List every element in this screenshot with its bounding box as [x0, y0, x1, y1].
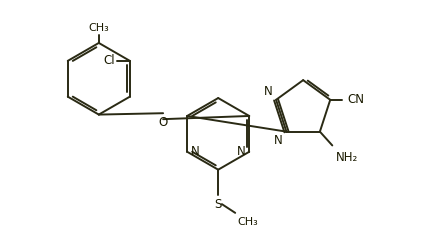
Text: CH₃: CH₃	[238, 216, 258, 227]
Text: N: N	[274, 134, 283, 147]
Text: O: O	[158, 116, 168, 128]
Text: NH₂: NH₂	[336, 151, 358, 164]
Text: CH₃: CH₃	[89, 23, 109, 33]
Text: S: S	[214, 198, 222, 211]
Text: Cl: Cl	[103, 54, 115, 67]
Text: CN: CN	[348, 93, 365, 106]
Text: N: N	[191, 145, 199, 158]
Text: N: N	[237, 145, 246, 158]
Text: N: N	[264, 85, 273, 97]
